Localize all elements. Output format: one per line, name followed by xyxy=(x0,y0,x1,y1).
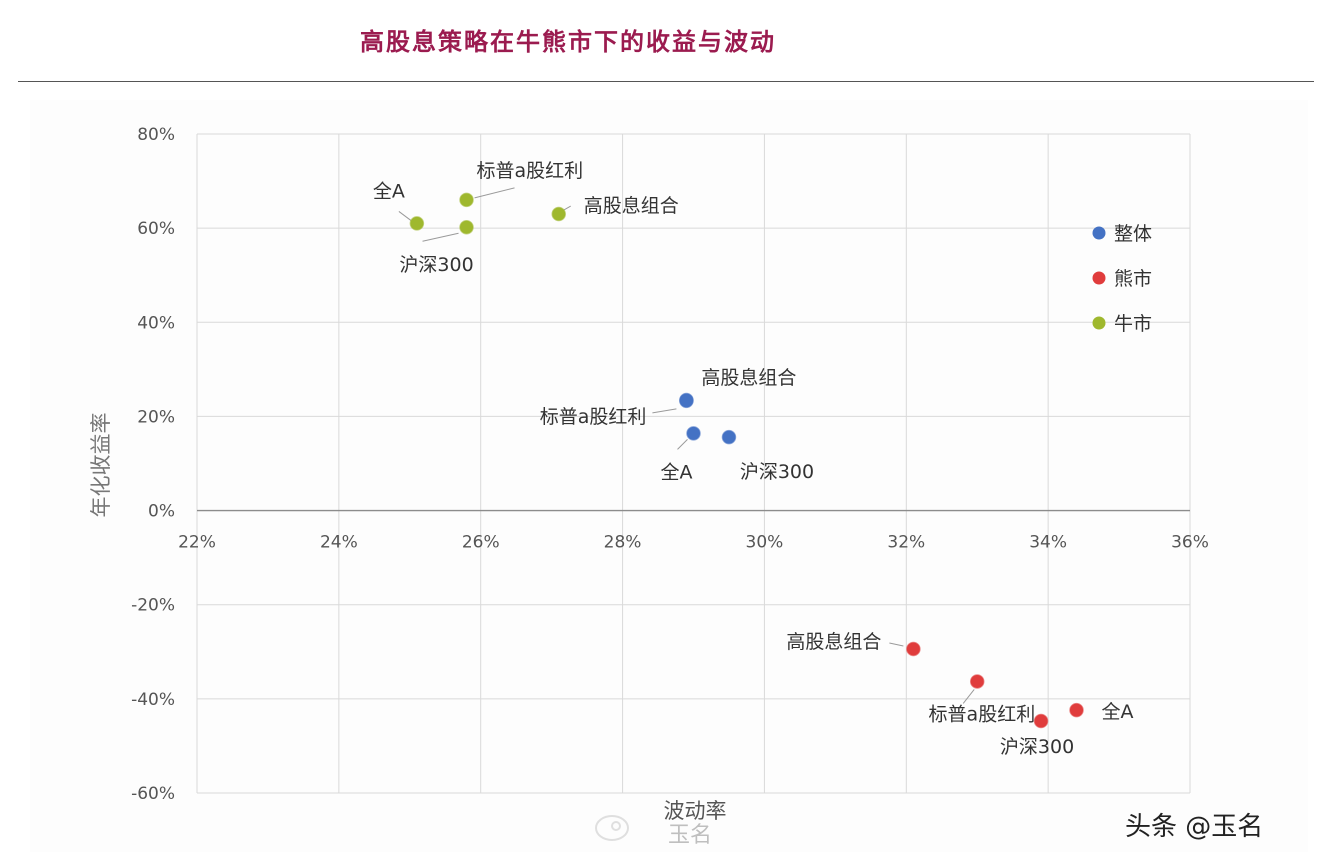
chart-title: 高股息策略在牛熊市下的收益与波动 xyxy=(360,27,776,56)
x-tick-label: 28% xyxy=(604,533,642,553)
data-point xyxy=(969,674,985,689)
grid-lines xyxy=(196,133,1191,794)
label-leader-line xyxy=(889,642,904,647)
point-label: 全A xyxy=(373,180,405,202)
legend-label: 牛市 xyxy=(1114,313,1152,335)
title-divider xyxy=(18,81,1314,82)
label-leader-lines xyxy=(398,187,975,704)
chart-panel xyxy=(30,100,1308,852)
y-tick-label: -20% xyxy=(131,596,175,616)
x-tick-label: 34% xyxy=(1029,533,1067,553)
y-tick-label: 60% xyxy=(137,219,175,239)
data-point xyxy=(679,393,694,409)
x-axis-label: 波动率 xyxy=(664,799,727,823)
x-tick-label: 26% xyxy=(462,533,500,553)
point-label: 沪深300 xyxy=(1000,736,1074,758)
x-tick-label: 36% xyxy=(1171,533,1209,553)
y-tick-label: 0% xyxy=(148,502,175,522)
point-label: 沪深300 xyxy=(399,254,473,276)
y-tick-label: -40% xyxy=(131,690,175,710)
data-point xyxy=(1033,713,1049,729)
legend-label: 熊市 xyxy=(1114,268,1152,290)
point-label: 全A xyxy=(661,461,693,483)
point-label: 标普a股红利 xyxy=(929,703,1036,725)
x-tick-label: 32% xyxy=(887,533,925,553)
legend-marker xyxy=(1092,271,1106,285)
point-label: 全A xyxy=(1102,701,1134,723)
watermark-text: 玉名 xyxy=(668,823,712,848)
label-leader-line xyxy=(652,408,677,414)
y-tick-label: 20% xyxy=(137,407,175,427)
point-label: 高股息组合 xyxy=(701,367,796,389)
label-leader-line xyxy=(422,232,459,242)
label-leader-line xyxy=(677,439,688,450)
data-point xyxy=(459,192,474,208)
point-label: 沪深300 xyxy=(740,461,814,483)
point-label: 标普a股红利 xyxy=(477,160,584,182)
data-point xyxy=(906,641,921,657)
data-point xyxy=(721,429,737,445)
data-point xyxy=(551,206,566,222)
x-tick-label: 30% xyxy=(746,533,784,553)
y-tick-label: 40% xyxy=(137,313,175,333)
legend-label: 整体 xyxy=(1114,223,1152,245)
data-point xyxy=(686,426,701,441)
label-leader-line xyxy=(962,689,975,704)
point-label: 高股息组合 xyxy=(584,195,679,217)
label-leader-line xyxy=(474,187,515,199)
x-tick-label: 22% xyxy=(178,533,216,553)
legend-marker xyxy=(1092,316,1106,330)
label-leader-line xyxy=(398,211,412,221)
y-tick-labels: 80% 60% 40% 20% 0% -20% -40% -60% xyxy=(131,125,175,804)
y-tick-label: -60% xyxy=(131,784,175,804)
data-points xyxy=(409,192,1084,729)
data-point xyxy=(409,216,425,231)
data-point xyxy=(459,219,474,235)
legend-marker xyxy=(1092,226,1106,240)
footer-credit: 头条 @玉名 xyxy=(1125,812,1264,842)
watermark-logo xyxy=(595,815,629,841)
y-axis-label: 年化收益率 xyxy=(89,413,113,518)
y-tick-label: 80% xyxy=(137,125,175,145)
point-label: 高股息组合 xyxy=(786,631,881,653)
label-leader-line xyxy=(563,205,571,211)
data-point xyxy=(1069,702,1084,718)
point-label: 标普a股红利 xyxy=(540,406,647,428)
x-tick-labels: 22% 24% 26% 28% 30% 32% 34% 36% xyxy=(178,533,1209,553)
x-tick-label: 24% xyxy=(320,533,358,553)
